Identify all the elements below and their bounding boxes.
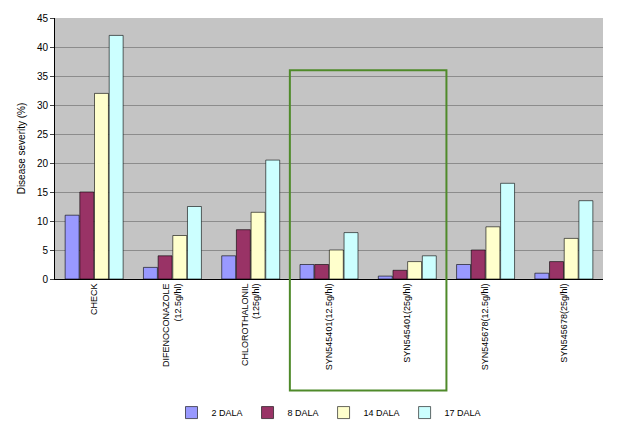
svg-text:DIFENOCONAZOLE(12.5g/hl): DIFENOCONAZOLE(12.5g/hl) bbox=[162, 284, 184, 368]
svg-text:30: 30 bbox=[37, 100, 49, 111]
svg-text:5: 5 bbox=[42, 245, 48, 256]
svg-text:14 DALA: 14 DALA bbox=[364, 408, 400, 418]
svg-text:CHLOROTHALONIL(125g/hl): CHLOROTHALONIL(125g/hl) bbox=[240, 284, 262, 367]
svg-text:17 DALA: 17 DALA bbox=[445, 408, 481, 418]
svg-text:Disease severity (%): Disease severity (%) bbox=[16, 103, 27, 195]
svg-text:25: 25 bbox=[37, 129, 49, 140]
svg-text:SYN545678(25g/hl): SYN545678(25g/hl) bbox=[559, 284, 569, 363]
svg-text:SYN545401(25g/hl): SYN545401(25g/hl) bbox=[402, 284, 412, 363]
svg-text:35: 35 bbox=[37, 71, 49, 82]
svg-text:0: 0 bbox=[42, 274, 48, 285]
svg-text:SYN545678(12.5g/hl): SYN545678(12.5g/hl) bbox=[480, 284, 490, 371]
svg-text:8 DALA: 8 DALA bbox=[288, 408, 319, 418]
svg-text:2 DALA: 2 DALA bbox=[212, 408, 243, 418]
svg-text:10: 10 bbox=[37, 216, 49, 227]
svg-text:45: 45 bbox=[37, 13, 49, 24]
svg-text:CHECK: CHECK bbox=[89, 284, 99, 316]
svg-text:15: 15 bbox=[37, 187, 49, 198]
svg-text:20: 20 bbox=[37, 158, 49, 169]
svg-text:40: 40 bbox=[37, 42, 49, 53]
svg-text:SYN545401(12.5g/hl): SYN545401(12.5g/hl) bbox=[324, 284, 334, 371]
